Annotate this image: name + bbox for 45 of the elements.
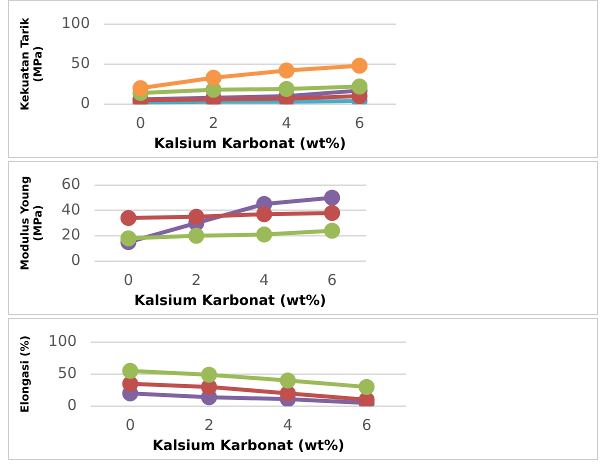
- point: [122, 362, 138, 379]
- y-axis-title: Elongasi (%): [18, 336, 32, 413]
- x-tick-label: 0: [124, 271, 134, 290]
- point: [122, 376, 138, 392]
- y-tick-label: 0: [70, 251, 80, 270]
- x-tick-label: 4: [282, 114, 292, 132]
- point: [280, 372, 296, 389]
- x-tick-label: 6: [354, 114, 364, 132]
- y-tick-label: 20: [61, 226, 80, 244]
- point: [201, 378, 218, 395]
- point: [324, 204, 340, 221]
- point: [280, 385, 296, 402]
- x-tick-label: 6: [362, 416, 372, 434]
- y-axis-title: Kekuatan Tarik (MPa): [18, 17, 45, 110]
- y-tick-label: 50: [58, 364, 77, 382]
- x-tick-label: 0: [125, 416, 135, 434]
- x-axis-title: Kalsium Karbonat (wt%): [154, 136, 346, 152]
- point: [188, 228, 204, 244]
- point: [120, 210, 136, 226]
- x-tick-label: 0: [136, 114, 146, 132]
- x-axis-title: Kalsium Karbonat (wt%): [134, 293, 326, 310]
- y-tick-label: 100: [61, 14, 90, 32]
- x-tick-label: 6: [327, 271, 337, 290]
- x-axis-title: Kalsium Karbonat (wt%): [152, 438, 344, 454]
- point: [120, 230, 136, 246]
- x-tick-label: 4: [283, 416, 293, 434]
- x-tick-label: 2: [204, 416, 214, 434]
- x-tick-label: 2: [208, 114, 218, 132]
- point: [358, 378, 375, 395]
- y-tick-label: 60: [61, 174, 80, 193]
- point: [188, 208, 204, 225]
- y-tick-label: 40: [61, 200, 80, 218]
- y-tick-label: 50: [70, 54, 90, 72]
- point: [324, 190, 340, 206]
- y-tick-label: 0: [67, 396, 77, 414]
- x-tick-label: 4: [259, 271, 269, 290]
- point: [256, 206, 272, 222]
- point: [358, 392, 375, 406]
- point: [256, 226, 272, 243]
- point: [324, 222, 340, 239]
- y-tick-label: 0: [80, 94, 90, 112]
- x-tick-label: 2: [192, 271, 202, 290]
- y-tick-label: 100: [48, 332, 77, 350]
- point: [201, 366, 218, 383]
- y-axis-title: Modulus Young (MPa): [18, 176, 45, 270]
